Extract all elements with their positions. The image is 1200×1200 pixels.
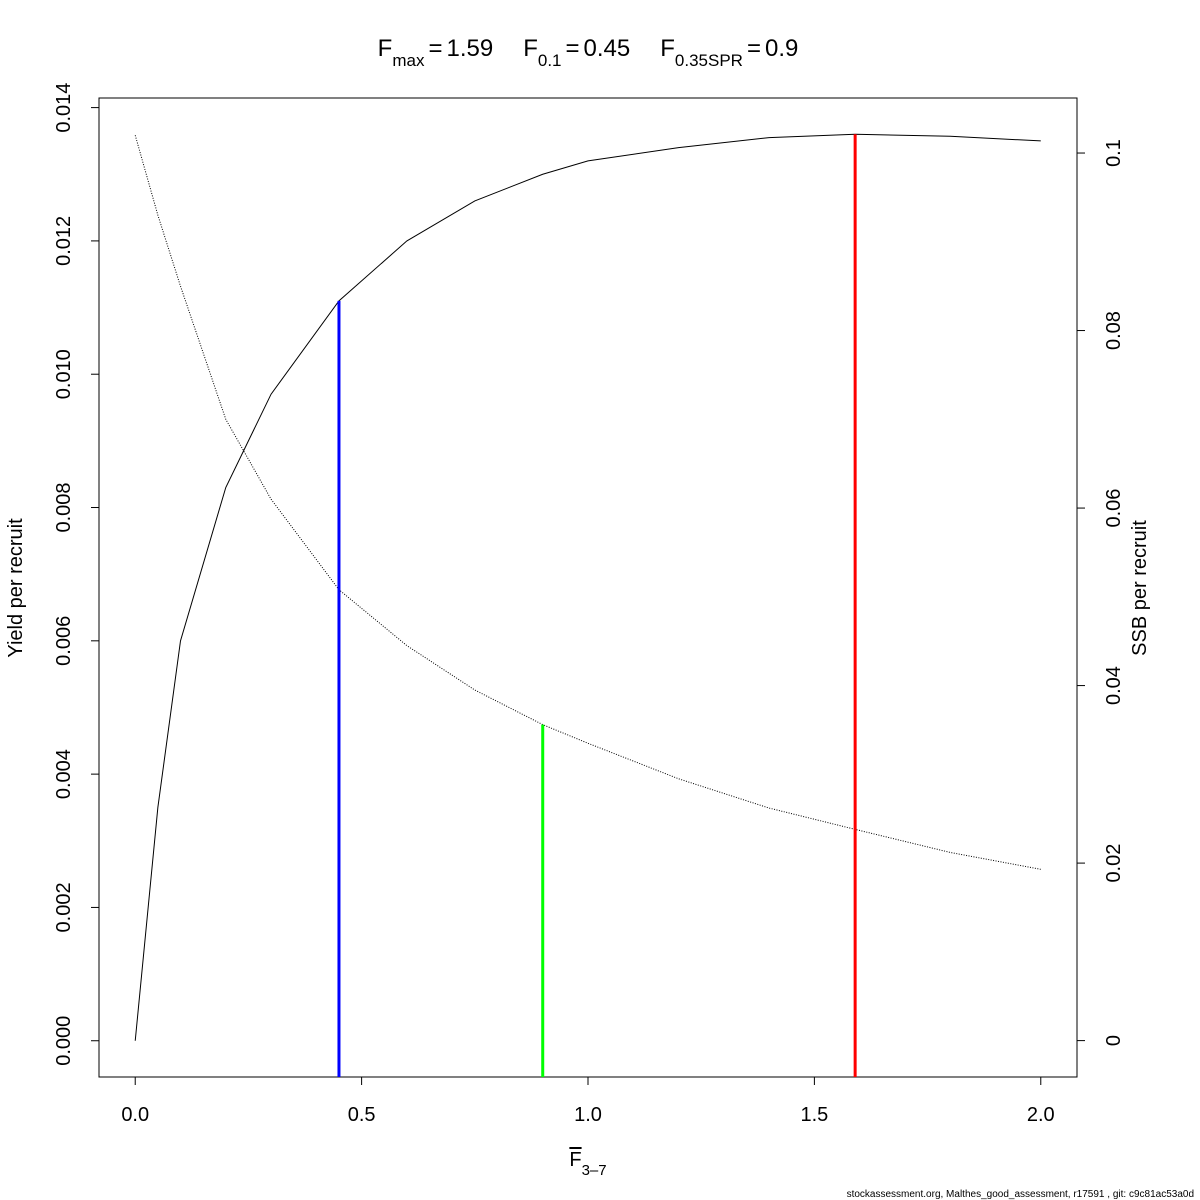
y-tick-label: 0.002 bbox=[53, 882, 75, 932]
title-subscript: max bbox=[392, 51, 425, 70]
y2-tick-label: 0.06 bbox=[1103, 489, 1125, 528]
title-subscript: 0.1 bbox=[538, 51, 562, 70]
y2-tick-label: 0.1 bbox=[1103, 139, 1125, 167]
y-tick-label: 0.004 bbox=[53, 749, 75, 799]
title-equals: = bbox=[566, 35, 580, 62]
title-value: 0.45 bbox=[584, 35, 631, 62]
x-label-symbol: F bbox=[569, 1149, 581, 1171]
title-value: 0.9 bbox=[765, 35, 798, 62]
title-symbol: F bbox=[660, 35, 675, 62]
x-tick-label: 0.5 bbox=[348, 1104, 376, 1126]
y2-tick-label: 0 bbox=[1103, 1035, 1125, 1046]
x-label-subscript: 3–7 bbox=[582, 1162, 607, 1179]
title-symbol: F bbox=[378, 35, 393, 62]
y2-tick-label: 0.02 bbox=[1103, 844, 1125, 883]
footer: stockassessment.org, Malthes_good_assess… bbox=[847, 1189, 1194, 1200]
x-axis-label: F3–7 bbox=[569, 1149, 606, 1179]
x-tick-label: 1.0 bbox=[574, 1104, 602, 1126]
x-tick-label: 2.0 bbox=[1027, 1104, 1055, 1126]
y-tick-label: 0.008 bbox=[53, 482, 75, 532]
title-symbol: F bbox=[523, 35, 538, 62]
series-line bbox=[134, 133, 1041, 1041]
title-equals: = bbox=[428, 35, 442, 62]
y-tick-label: 0.014 bbox=[53, 83, 75, 133]
x-tick-label: 0.0 bbox=[121, 1104, 149, 1126]
title-equals: = bbox=[747, 35, 761, 62]
title-subscript: 0.35SPR bbox=[675, 51, 743, 70]
y-tick-label: 0.012 bbox=[53, 216, 75, 266]
chart-title: Fmax = 1.59 F0.1 = 0.45 F0.35SPR = 0.9 bbox=[378, 35, 799, 70]
title-value: 1.59 bbox=[446, 35, 493, 62]
x-tick-label: 1.5 bbox=[800, 1104, 828, 1126]
y2-axis-label: SSB per recruit bbox=[1129, 520, 1151, 656]
y2-tick-label: 0.08 bbox=[1103, 311, 1125, 350]
y-tick-label: 0.000 bbox=[53, 1016, 75, 1066]
y-axis-label: Yield per recruit bbox=[5, 518, 27, 658]
y-tick-label: 0.006 bbox=[53, 616, 75, 666]
y2-tick-label: 0.04 bbox=[1103, 666, 1125, 705]
y-tick-label: 0.010 bbox=[53, 349, 75, 399]
